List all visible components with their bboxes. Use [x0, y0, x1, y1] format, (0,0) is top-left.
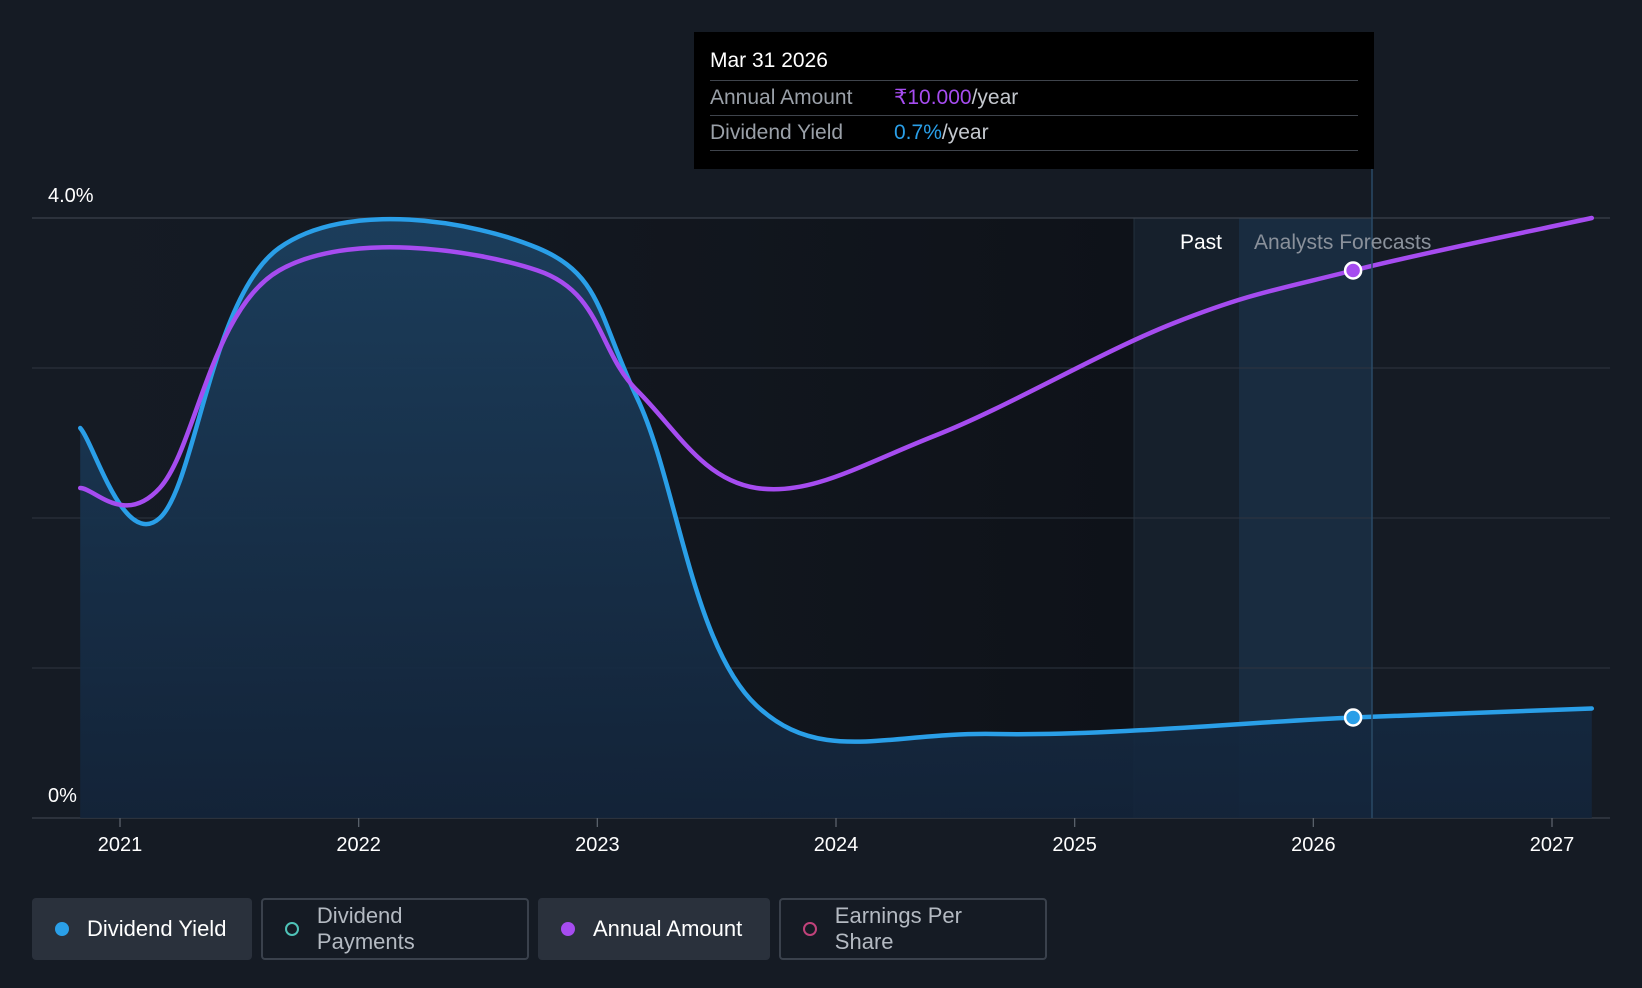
legend-earnings-per-share-button[interactable]: Earnings Per Share — [779, 898, 1047, 960]
legend-label: Dividend Payments — [316, 903, 415, 954]
dividend-yield-dot-icon — [55, 922, 69, 936]
legend-dividend-payments-button[interactable]: Dividend Payments — [261, 898, 529, 960]
dividend-yield-line[interactable] — [77, 216, 1595, 744]
dividend-yield-area — [80, 219, 1592, 818]
forecast-label: Analysts Forecasts — [1254, 231, 1431, 254]
x-tick-label: 2022 — [336, 834, 381, 856]
tooltip-label: Dividend Yield — [710, 121, 844, 144]
tooltip-row-annual-amount: Annual Amount ₹10.000 /year — [710, 81, 1358, 116]
annual-amount-marker[interactable] — [1343, 261, 1363, 280]
x-tick-label: 2021 — [98, 834, 143, 856]
tooltip-suffix: /year — [941, 121, 989, 144]
legend-label: Dividend Yield — [87, 916, 227, 941]
earnings-per-share-ring-icon — [803, 922, 817, 936]
x-tick-label: 2023 — [575, 834, 620, 856]
x-tick-label: 2025 — [1052, 834, 1097, 856]
legend-label: Annual Amount — [593, 916, 743, 941]
past-label: Past — [1180, 231, 1222, 254]
annual-amount-line[interactable] — [77, 215, 1595, 508]
dividend-payments-ring-icon — [285, 922, 299, 936]
legend-dividend-yield-button[interactable]: Dividend Yield — [32, 898, 252, 960]
tooltip-date: Mar 31 2026 — [710, 46, 1358, 81]
y-tick-label-bottom: 0% — [48, 785, 77, 807]
x-tick-label: 2026 — [1291, 834, 1336, 856]
annual-amount-dot-icon — [561, 922, 575, 936]
tooltip-value: ₹10.000 — [894, 86, 972, 109]
tooltip-suffix: /year — [971, 86, 1019, 109]
legend-annual-amount-button[interactable]: Annual Amount — [538, 898, 770, 960]
x-axis: 2021 2022 2023 2024 2025 2026 2027 — [98, 818, 1575, 856]
chart-tooltip: Mar 31 2026 Annual Amount ₹10.000 /year … — [694, 32, 1374, 169]
tooltip-row-dividend-yield: Dividend Yield 0.7% /year — [710, 116, 1358, 151]
x-tick-label: 2027 — [1530, 834, 1575, 856]
tooltip-value: 0.7% — [894, 121, 942, 144]
dividend-yield-marker[interactable] — [1343, 708, 1363, 727]
x-tick-label: 2024 — [814, 834, 859, 856]
tooltip-label: Annual Amount — [710, 86, 853, 109]
legend-label: Earnings Per Share — [834, 903, 962, 954]
y-tick-label-top: 4.0% — [48, 185, 94, 207]
chart-legend: Dividend Yield Dividend Payments Annual … — [32, 898, 1047, 960]
